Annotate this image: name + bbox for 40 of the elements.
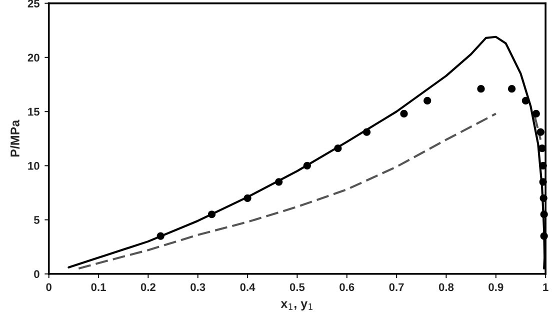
point xyxy=(334,144,342,152)
point xyxy=(400,110,408,118)
x-tick-label: 0.8 xyxy=(438,283,454,292)
y-tick-label: 5 xyxy=(34,216,40,224)
point xyxy=(156,232,164,240)
point xyxy=(538,144,546,152)
x-tick-label: 0.4 xyxy=(240,283,256,292)
x-axis-title: x$_{1}$, y$_{1}$ xyxy=(280,301,312,310)
x-tick-label: 0.5 xyxy=(290,283,305,292)
x-tick-label: 0.2 xyxy=(140,283,156,292)
point xyxy=(208,210,216,218)
point xyxy=(536,128,544,136)
y-axis-title: P/MPa xyxy=(10,120,20,157)
x-tick-label: 0.6 xyxy=(340,283,354,292)
y-tick-label: 0 xyxy=(34,270,40,278)
y-tick-label: 10 xyxy=(28,162,40,170)
line-series xyxy=(78,112,497,270)
point xyxy=(244,194,252,202)
point xyxy=(522,96,530,105)
point xyxy=(477,85,485,93)
x-tick-label: 0.9 xyxy=(488,283,504,292)
x-tick-label: 0.3 xyxy=(190,283,206,292)
point xyxy=(539,162,547,170)
y-tick-label: 25 xyxy=(28,0,40,8)
x-tick-label: 0.7 xyxy=(389,283,404,292)
point xyxy=(532,110,540,118)
x-tick-label: 0 xyxy=(46,283,52,292)
point xyxy=(540,210,548,218)
point xyxy=(539,178,547,186)
point xyxy=(275,178,283,186)
point xyxy=(303,162,311,170)
x-tick-label: 1 xyxy=(543,283,548,291)
point xyxy=(424,96,432,105)
x-tick-label: 0.1 xyxy=(91,283,106,292)
point xyxy=(540,232,548,240)
y-tick-label: 20 xyxy=(28,54,40,62)
point xyxy=(508,85,516,93)
y-tick-label: 15 xyxy=(28,108,40,116)
point xyxy=(362,128,371,136)
point xyxy=(540,194,548,202)
